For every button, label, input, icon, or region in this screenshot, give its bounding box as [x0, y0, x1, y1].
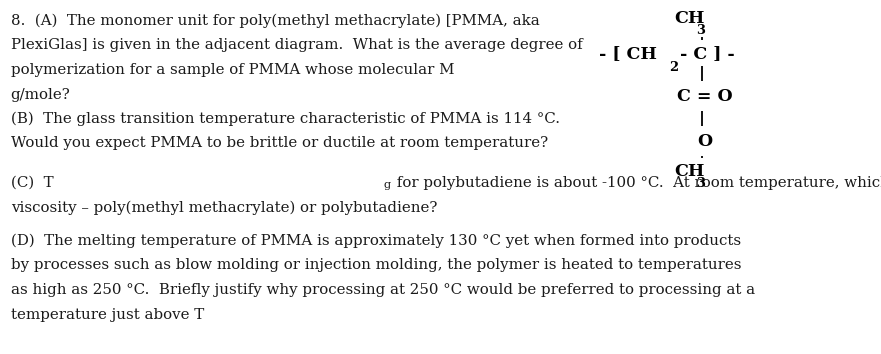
Text: for polybutadiene is about -100 °C.  At room temperature, which polymer has the : for polybutadiene is about -100 °C. At r… [392, 176, 881, 190]
Text: as high as 250 °C.  Briefly justify why processing at 250 °C would be preferred : as high as 250 °C. Briefly justify why p… [11, 283, 755, 297]
Text: CH: CH [675, 163, 705, 180]
Text: g: g [384, 181, 391, 190]
Text: (D)  The melting temperature of PMMA is approximately 130 °C yet when formed int: (D) The melting temperature of PMMA is a… [11, 234, 741, 249]
Text: (C)  T: (C) T [11, 176, 53, 190]
Text: 2: 2 [670, 61, 678, 74]
Text: - [ CH: - [ CH [599, 45, 657, 62]
Text: 8.  (A)  The monomer unit for poly(methyl methacrylate) [PMMA, aka: 8. (A) The monomer unit for poly(methyl … [11, 14, 539, 28]
Text: polymerization for a sample of PMMA whose molecular M: polymerization for a sample of PMMA whos… [11, 63, 454, 77]
Text: PlexiGlas] is given in the adjacent diagram.  What is the average degree of: PlexiGlas] is given in the adjacent diag… [11, 39, 582, 52]
Text: O: O [697, 133, 713, 150]
Text: 3: 3 [696, 177, 705, 190]
Text: CH: CH [675, 10, 705, 27]
Text: g/mole?: g/mole? [11, 87, 70, 102]
Text: viscosity – poly(methyl methacrylate) or polybutadiene?: viscosity – poly(methyl methacrylate) or… [11, 200, 437, 215]
Text: (B)  The glass transition temperature characteristic of PMMA is 114 °C.: (B) The glass transition temperature cha… [11, 112, 559, 126]
Text: Would you expect PMMA to be brittle or ductile at room temperature?: Would you expect PMMA to be brittle or d… [11, 137, 548, 150]
Text: temperature just above T: temperature just above T [11, 308, 204, 321]
Text: C = O: C = O [677, 88, 733, 105]
Text: - C ] -: - C ] - [680, 45, 735, 62]
Text: by processes such as blow molding or injection molding, the polymer is heated to: by processes such as blow molding or inj… [11, 258, 741, 273]
Text: 3: 3 [696, 24, 705, 37]
